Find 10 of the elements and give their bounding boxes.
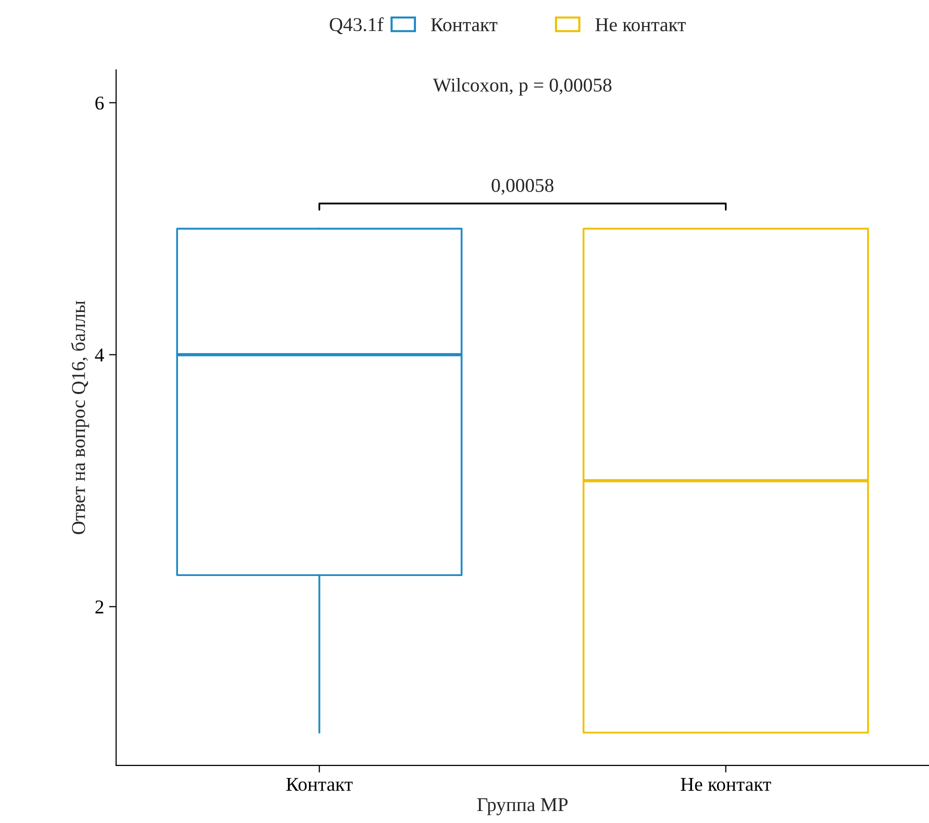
y-tick-label: 6: [95, 96, 104, 110]
legend-title: Q43.1f: [330, 17, 384, 34]
annotation: 0,00058: [492, 178, 554, 195]
y-tick-label: 2: [95, 600, 104, 614]
y-tick-label: 4: [94, 348, 104, 362]
chart-title: Wilcoxon, p = 0,00058: [432, 78, 612, 96]
legend-label: Контакт: [431, 18, 498, 32]
y-axis-title: Ответ на вопрос Q16, баллы: [70, 300, 90, 534]
x-axis-title: Группа МР: [477, 798, 568, 816]
legend-label: Не контакт: [595, 18, 686, 32]
